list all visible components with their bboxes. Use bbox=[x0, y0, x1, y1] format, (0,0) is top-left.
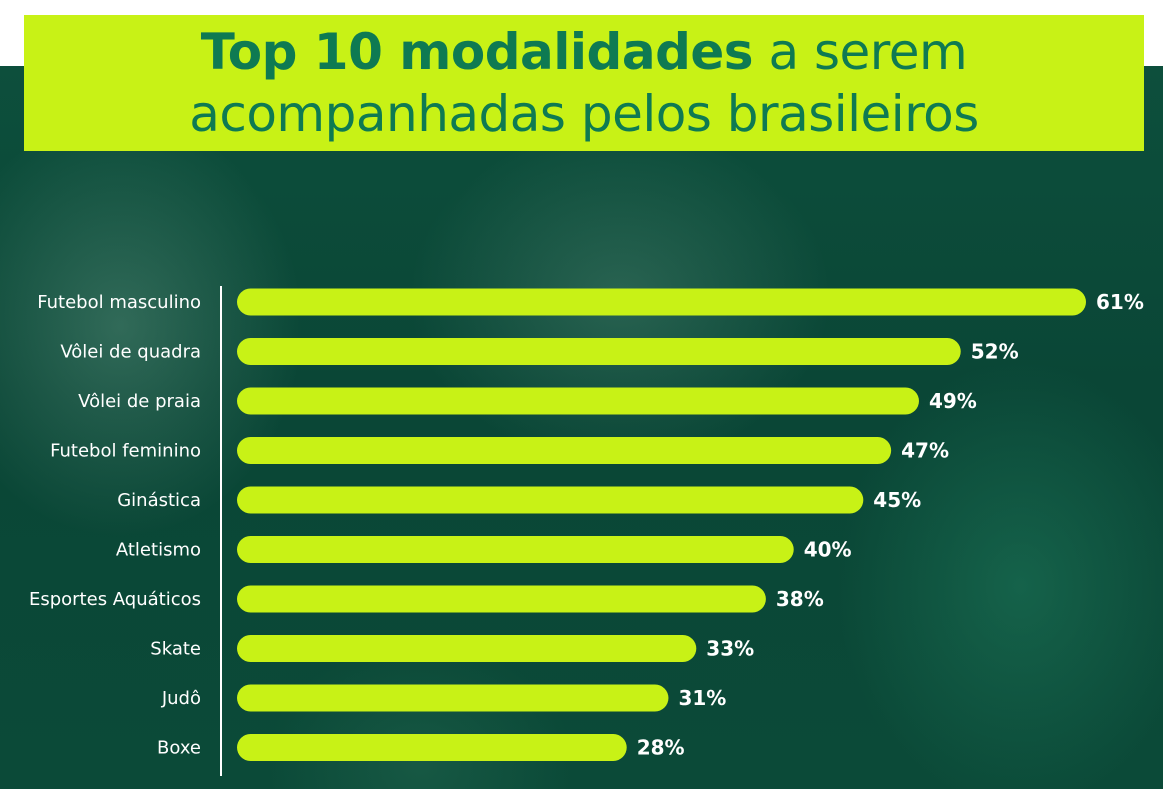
value-label-3: 47% bbox=[901, 439, 949, 463]
bar-6 bbox=[237, 585, 766, 613]
bars-group: Futebol masculino 61% Vôlei de quadra 52% Vô… bbox=[29, 288, 1144, 761]
bar-5 bbox=[237, 536, 794, 563]
value-label-8: 31% bbox=[678, 686, 726, 710]
value-label-2: 49% bbox=[929, 389, 977, 413]
value-label-6: 38% bbox=[776, 587, 824, 611]
value-label-1: 52% bbox=[971, 340, 1019, 364]
category-label-4: Ginástica bbox=[117, 490, 201, 511]
value-label-7: 33% bbox=[706, 637, 754, 661]
value-label-5: 40% bbox=[804, 538, 852, 562]
value-label-0: 61% bbox=[1096, 290, 1144, 314]
bar-4 bbox=[237, 486, 864, 514]
value-label-9: 28% bbox=[637, 736, 685, 760]
title-banner: Top 10 modalidades a serem acompanhadas … bbox=[24, 15, 1144, 151]
bar-7 bbox=[237, 635, 697, 662]
bar-8 bbox=[237, 684, 669, 712]
bar-3 bbox=[237, 437, 892, 464]
category-label-5: Atletismo bbox=[116, 540, 201, 561]
category-label-9: Boxe bbox=[157, 738, 201, 759]
title-rest: a serem bbox=[753, 23, 968, 81]
bar-0 bbox=[237, 288, 1086, 316]
title-bold: Top 10 modalidades bbox=[200, 23, 754, 81]
category-label-2: Vôlei de praia bbox=[78, 391, 201, 412]
background-photo bbox=[0, 66, 1163, 789]
category-label-3: Futebol feminino bbox=[50, 441, 201, 462]
category-label-0: Futebol masculino bbox=[37, 292, 201, 313]
bar-2 bbox=[237, 387, 919, 415]
category-label-1: Vôlei de quadra bbox=[60, 342, 201, 363]
bar-1 bbox=[237, 338, 961, 365]
title-line-2: acompanhadas pelos brasileiros bbox=[189, 85, 979, 143]
category-label-6: Esportes Aquáticos bbox=[29, 589, 201, 610]
category-label-7: Skate bbox=[150, 639, 201, 660]
value-label-4: 45% bbox=[873, 488, 921, 512]
category-label-8: Judô bbox=[161, 688, 201, 709]
bar-9 bbox=[237, 734, 627, 761]
title-line-1: Top 10 modalidades a serem bbox=[200, 21, 968, 83]
